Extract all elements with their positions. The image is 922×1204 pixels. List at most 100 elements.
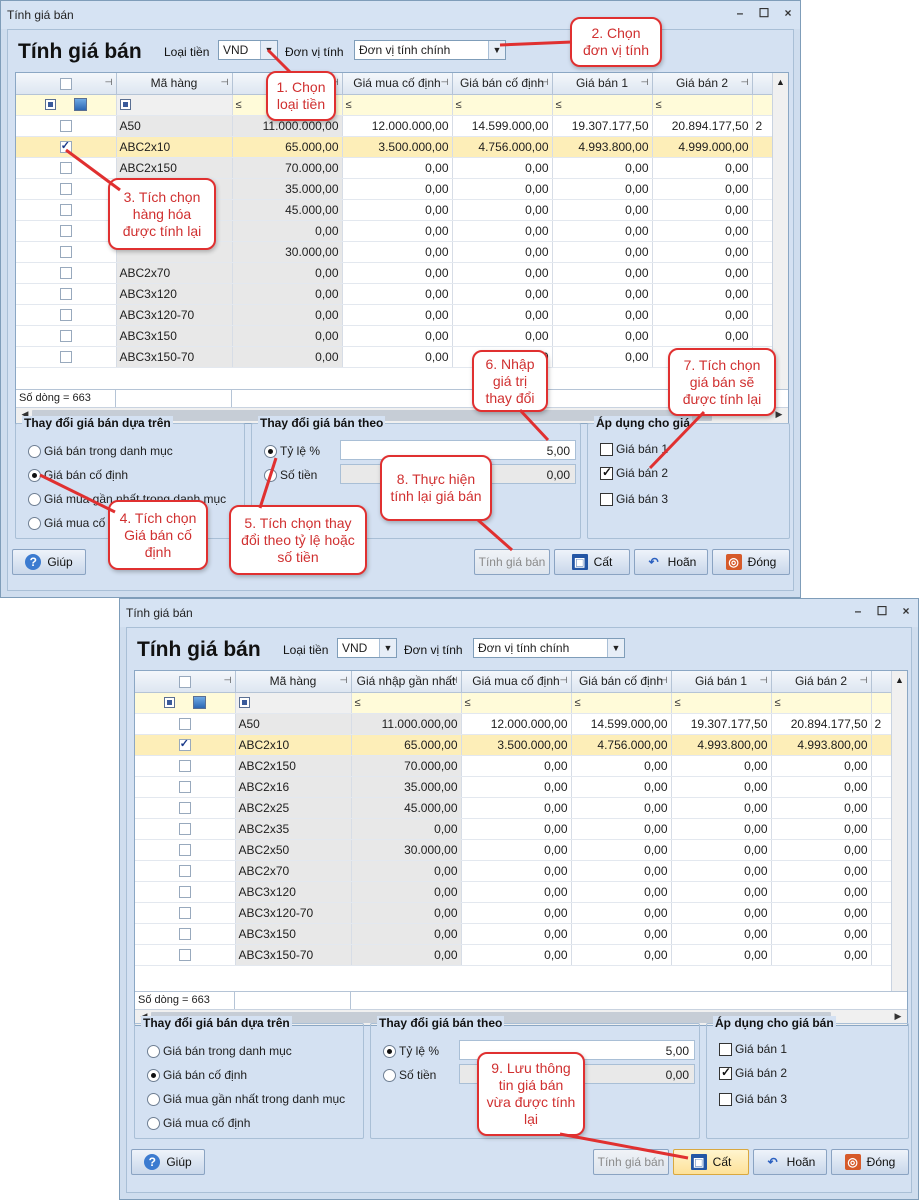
table-row[interactable]: ABC3x120 0,00 0,00 0,00 0,00 0,00 [135, 881, 892, 903]
chevron-down-icon[interactable]: ▼ [607, 639, 624, 657]
chevron-down-icon[interactable]: ▼ [379, 639, 396, 657]
filter-cell[interactable]: ≤ [771, 692, 872, 714]
table-row[interactable]: ABC2x35 0,00 0,00 0,00 0,00 0,00 [135, 818, 892, 840]
option-fixed-purchase-price[interactable]: Giá mua cố định [147, 1116, 250, 1130]
row-checkbox[interactable] [59, 267, 72, 280]
column-header-partial[interactable] [752, 73, 773, 95]
row-checkbox[interactable] [178, 886, 191, 899]
checkbox[interactable] [719, 1092, 732, 1106]
option-last-purchase-price[interactable]: Giá mua gần nhất trong danh mục [147, 1092, 345, 1106]
scroll-thumb[interactable] [32, 410, 712, 421]
radio-button[interactable] [147, 1092, 160, 1106]
row-select-cell[interactable] [16, 241, 117, 263]
filter-cell[interactable]: ≤ [571, 692, 672, 714]
column-header[interactable]: Giá bán cố định ⊣ [452, 73, 553, 95]
pin-icon[interactable]: ⊣ [104, 77, 113, 87]
apply-price-1[interactable]: Giá bán 1 [719, 1042, 787, 1056]
option-percent[interactable]: Tỷ lệ % [264, 444, 320, 458]
filter-cell[interactable] [135, 692, 236, 714]
option-fixed-purchase-price[interactable]: Giá mua cố [28, 516, 105, 530]
select-all-header[interactable]: ⊣ [135, 671, 236, 693]
row-checkbox[interactable] [178, 949, 191, 962]
table-row[interactable]: A50 11.000.000,00 12.000.000,00 14.599.000,… [135, 713, 892, 735]
close-button[interactable]: ◎ Đóng [831, 1149, 909, 1175]
apply-price-2[interactable]: Giá bán 2 [600, 465, 668, 480]
table-row[interactable]: ABC2x1065.000,003.500.000,004.756.000,00… [135, 734, 892, 756]
scroll-left-icon[interactable]: ◀ [21, 409, 29, 419]
chevron-down-icon[interactable]: ▼ [488, 41, 505, 59]
pin-icon[interactable]: ⊣ [540, 77, 549, 87]
table-row[interactable]: ABC2x150 70.000,00 0,00 0,00 0,00 0,00 [135, 755, 892, 777]
row-select-cell[interactable] [135, 839, 236, 861]
filter-icon[interactable] [73, 98, 87, 111]
row-select-cell[interactable] [16, 262, 117, 284]
row-select-cell[interactable] [16, 304, 117, 326]
currency-select[interactable]: VND ▼ [218, 40, 278, 60]
option-fixed-sale-price[interactable]: Giá bán cố định [147, 1068, 247, 1082]
option-catalog-price[interactable]: Giá bán trong danh mục [28, 444, 173, 458]
radio-button[interactable] [147, 1116, 160, 1130]
select-all-checkbox[interactable] [59, 78, 72, 91]
row-select-cell[interactable] [135, 734, 236, 756]
table-row[interactable]: ABC3x120 0,00 0,00 0,00 0,00 0,00 [16, 283, 773, 305]
apply-price-3[interactable]: Giá bán 3 [719, 1092, 787, 1106]
row-select-cell[interactable] [16, 283, 117, 305]
row-checkbox[interactable] [178, 865, 191, 878]
filter-icon[interactable] [238, 697, 250, 709]
radio-button[interactable] [28, 492, 41, 506]
row-checkbox[interactable] [178, 802, 191, 815]
apply-price-2[interactable]: Giá bán 2 [719, 1065, 787, 1080]
row-checkbox[interactable] [59, 120, 72, 133]
row-checkbox[interactable] [59, 139, 72, 154]
vertical-scrollbar[interactable]: ▲ [772, 73, 788, 389]
row-checkbox[interactable] [59, 204, 72, 217]
row-checkbox[interactable] [178, 737, 191, 752]
row-select-cell[interactable] [135, 944, 236, 966]
filter-icon[interactable] [192, 696, 206, 709]
row-checkbox[interactable] [59, 288, 72, 301]
filter-cell[interactable] [116, 94, 233, 116]
row-checkbox[interactable] [59, 351, 72, 364]
scroll-up-icon[interactable]: ▲ [895, 675, 904, 685]
radio-button[interactable] [383, 1068, 396, 1082]
option-amount[interactable]: Số tiền [264, 468, 317, 482]
checkbox[interactable] [719, 1042, 732, 1056]
row-select-cell[interactable] [16, 325, 117, 347]
checkbox[interactable] [600, 492, 613, 506]
row-select-cell[interactable] [135, 818, 236, 840]
apply-price-1[interactable]: Giá bán 1 [600, 442, 668, 456]
unit-select[interactable]: Đơn vị tính chính ▼ [354, 40, 506, 60]
column-header[interactable]: Giá bán 2 ⊣ [771, 671, 872, 693]
column-header[interactable]: Mã hàng ⊣ [116, 73, 233, 95]
row-checkbox[interactable] [59, 162, 72, 175]
checkbox[interactable] [600, 442, 613, 456]
pin-icon[interactable]: ⊣ [759, 675, 768, 685]
row-select-cell[interactable] [135, 776, 236, 798]
table-row[interactable]: ABC2x70 0,00 0,00 0,00 0,00 0,00 [135, 860, 892, 882]
row-select-cell[interactable] [16, 220, 117, 242]
apply-price-3[interactable]: Giá bán 3 [600, 492, 668, 506]
filter-cell[interactable] [235, 692, 352, 714]
table-row[interactable]: ABC3x120-70 0,00 0,00 0,00 0,00 0,00 [16, 304, 773, 326]
column-header[interactable]: Giá bán cố định ⊣ [571, 671, 672, 693]
radio-button[interactable] [147, 1068, 160, 1082]
table-row[interactable]: ABC2x150 70.000,00 0,00 0,00 0,00 0,00 [16, 157, 773, 179]
window-titlebar[interactable]: Tính giá bán – ☐ × [1, 1, 800, 29]
option-amount[interactable]: Số tiền [383, 1068, 436, 1082]
pin-icon[interactable]: ⊣ [559, 675, 568, 685]
select-all-checkbox[interactable] [178, 676, 191, 689]
currency-select[interactable]: VND ▼ [337, 638, 397, 658]
table-row[interactable]: ABC3x150-700,000,000,000,000,00 [16, 346, 773, 368]
row-checkbox[interactable] [59, 225, 72, 238]
table-row[interactable]: ABC3x150 0,00 0,00 0,00 0,00 0,00 [16, 325, 773, 347]
vertical-scrollbar[interactable]: ▲ [891, 671, 907, 991]
column-header[interactable]: Giá nhập gần nhất ⊣ [351, 671, 462, 693]
window-titlebar[interactable]: Tính giá bán – ☐ × [120, 599, 918, 627]
row-checkbox[interactable] [59, 330, 72, 343]
option-catalog-price[interactable]: Giá bán trong danh mục [147, 1044, 292, 1058]
column-header[interactable]: Giá bán 2 ⊣ [652, 73, 753, 95]
column-header[interactable]: Giá bán 1 ⊣ [552, 73, 653, 95]
save-button[interactable]: ▣ Cất [673, 1149, 749, 1175]
filter-cell[interactable]: ≤ [461, 692, 572, 714]
filter-cell[interactable]: ≤ [652, 94, 753, 116]
